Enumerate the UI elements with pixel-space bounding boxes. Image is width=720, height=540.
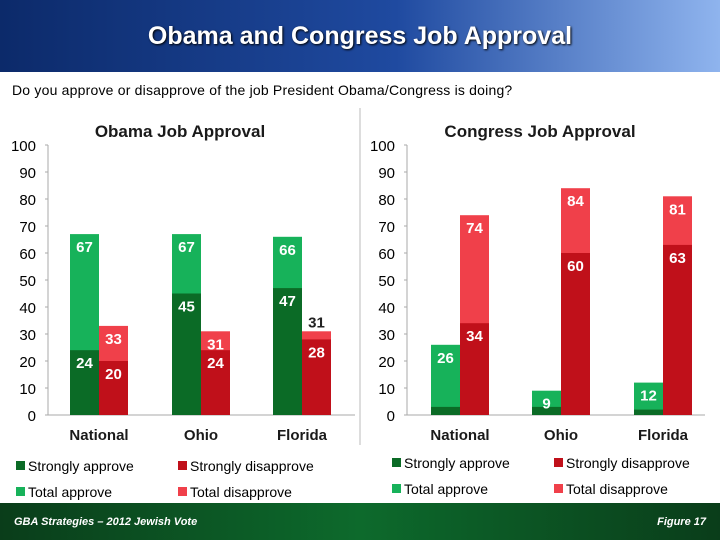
chart-legend: Strongly approve Strongly disapprove Total…	[392, 455, 690, 497]
label-total-disapprove-ohio: 31	[207, 336, 224, 353]
y-tick-label-100: 100	[11, 138, 36, 155]
y-tick-label-60: 60	[378, 246, 395, 263]
label-total-disapprove-ohio: 84	[567, 193, 584, 210]
y-tick-label-70: 70	[378, 219, 395, 236]
legend-label-total-approve: Total approve	[404, 481, 488, 497]
y-tick-label-30: 30	[19, 327, 36, 344]
bar-strongly-approve-national	[431, 406, 460, 415]
legend-swatch-strongly-approve	[392, 458, 401, 467]
label-strongly-approve-national: 24	[76, 355, 93, 372]
bar-total-approve-national	[431, 344, 460, 415]
y-tick-label-60: 60	[19, 246, 36, 263]
label-strongly-disapprove-national: 34	[466, 328, 483, 345]
y-tick-label-40: 40	[19, 300, 36, 317]
bar-strongly-disapprove-ohio	[561, 253, 590, 415]
y-tick-label-80: 80	[378, 192, 395, 209]
y-tick-label-90: 90	[378, 165, 395, 182]
bar-strongly-disapprove-ohio	[201, 350, 230, 415]
y-tick-label-80: 80	[19, 192, 36, 209]
bar-strongly-disapprove-florida	[663, 244, 692, 415]
chart-legend: Strongly approve Strongly disapprove Total…	[16, 458, 314, 500]
title-banner: Obama and Congress Job Approval	[0, 0, 720, 72]
category-label-national: National	[430, 427, 489, 444]
bar-strongly-approve-florida	[634, 409, 663, 415]
bar-strongly-disapprove-national	[99, 361, 128, 415]
label-total-approve-national: 26	[437, 350, 454, 367]
legend-label-strongly-approve: Strongly approve	[404, 455, 510, 471]
bar-strongly-approve-national	[70, 350, 99, 415]
y-tick-label-30: 30	[378, 327, 395, 344]
y-tick-label-100: 100	[370, 138, 395, 155]
chart-title: Congress Job Approval	[444, 122, 635, 141]
legend-swatch-total-approve	[16, 487, 25, 496]
chart-title: Obama Job Approval	[95, 122, 265, 141]
label-strongly-disapprove-ohio: 24	[207, 355, 224, 372]
y-tick-label-20: 20	[19, 354, 36, 371]
y-tick-label-10: 10	[19, 381, 36, 398]
charts-area: Obama Job Approval0102030405060708090100…	[11, 108, 705, 500]
page-title: Obama and Congress Job Approval	[147, 22, 573, 50]
category-label-florida: Florida	[277, 427, 328, 444]
bar-strongly-approve-ohio	[172, 293, 201, 415]
legend-label-total-approve: Total approve	[28, 484, 112, 500]
bar-strongly-approve-florida	[273, 288, 302, 415]
y-tick-label-70: 70	[19, 219, 36, 236]
bar-strongly-approve-ohio	[532, 406, 561, 415]
label-strongly-approve-ohio: 45	[178, 299, 195, 316]
label-total-approve-florida: 12	[640, 388, 657, 405]
figure-number: Figure 17	[657, 516, 706, 528]
y-tick-label-90: 90	[19, 165, 36, 182]
obama-approval-chart: Obama Job Approval 0 10 20 30 40 50 60 70 80 90 100…	[11, 122, 355, 500]
legend-label-strongly-disapprove: Strongly disapprove	[190, 458, 314, 474]
legend-swatch-strongly-disapprove	[554, 458, 563, 467]
category-label-ohio: Ohio	[544, 427, 578, 444]
legend-swatch-total-disapprove	[178, 487, 187, 496]
label-strongly-disapprove-national: 20	[105, 366, 122, 383]
survey-question: Do you approve or disapprove of the job …	[12, 82, 513, 98]
y-tick-label-20: 20	[378, 354, 395, 371]
bar-strongly-disapprove-florida	[302, 339, 331, 415]
legend-swatch-strongly-disapprove	[178, 461, 187, 470]
footer-source: GBA Strategies – 2012 Jewish Vote	[14, 516, 198, 528]
legend-label-total-disapprove: Total disapprove	[566, 481, 668, 497]
bar-strongly-disapprove-national	[460, 323, 489, 415]
legend-swatch-strongly-approve	[16, 461, 25, 470]
y-tick-label-50: 50	[378, 273, 395, 290]
label-total-approve-florida: 66	[279, 242, 296, 259]
category-label-ohio: Ohio	[184, 427, 218, 444]
y-tick-label-0: 0	[387, 408, 395, 425]
label-strongly-disapprove-ohio: 60	[567, 258, 584, 275]
y-tick-label-50: 50	[19, 273, 36, 290]
y-tick-label-40: 40	[378, 300, 395, 317]
label-strongly-disapprove-florida: 63	[669, 250, 686, 267]
legend-label-total-disapprove: Total disapprove	[190, 484, 292, 500]
legend-label-strongly-disapprove: Strongly disapprove	[566, 455, 690, 471]
label-total-approve-ohio: 9	[542, 396, 550, 413]
label-total-disapprove-national: 74	[466, 220, 483, 237]
label-strongly-disapprove-florida: 28	[308, 344, 325, 361]
label-total-disapprove-florida: 31	[308, 314, 325, 331]
label-total-disapprove-national: 33	[105, 331, 122, 348]
y-tick-label-0: 0	[28, 408, 36, 425]
legend-swatch-total-approve	[392, 484, 401, 493]
category-label-florida: Florida	[638, 427, 689, 444]
label-total-approve-ohio: 67	[178, 239, 195, 256]
y-tick-label-10: 10	[378, 381, 395, 398]
legend-swatch-total-disapprove	[554, 484, 563, 493]
category-label-national: National	[69, 427, 128, 444]
footer-bar: GBA Strategies – 2012 Jewish Vote Figure…	[0, 503, 720, 540]
label-strongly-approve-florida: 47	[279, 293, 296, 310]
congress-approval-chart: Congress Job Approval 0 10 20 30 40 50 60 70 80 90…	[370, 122, 705, 497]
label-total-approve-national: 67	[76, 239, 93, 256]
legend-label-strongly-approve: Strongly approve	[28, 458, 134, 474]
label-total-disapprove-florida: 81	[669, 201, 686, 218]
